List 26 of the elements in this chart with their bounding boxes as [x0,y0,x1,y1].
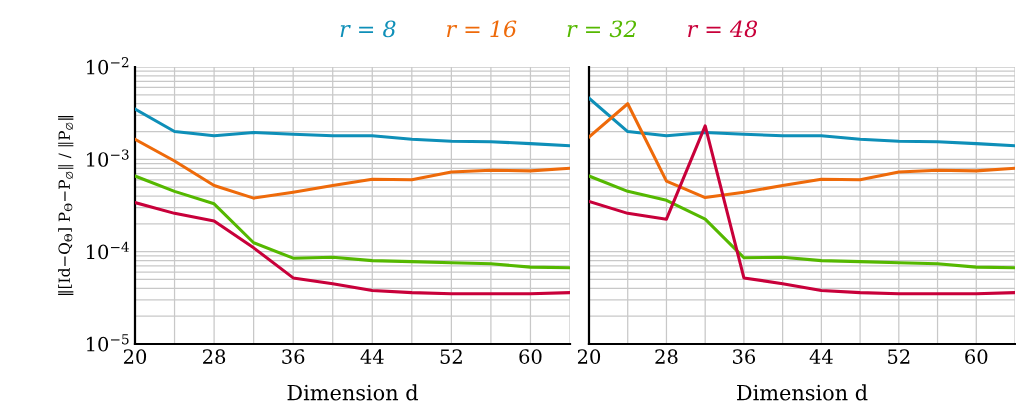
x-tick-label: 60 [965,349,988,364]
line-series [135,107,570,148]
line-series [135,201,570,296]
x-axis-title: Dimension d [287,384,418,401]
text: r = 48 [688,20,758,38]
x-tick-label: 36 [282,349,305,364]
x-tick-label: 60 [519,349,542,364]
text: r = 8 [340,20,396,38]
text: r = 32 [567,20,637,38]
x-tick-label: 52 [440,349,462,364]
x-tick-label: 44 [360,349,384,364]
x-tick-label: 52 [888,349,910,364]
text: ‖[Id−Q$_{Θ}$] P$_{Θ}$−P$_{∅}$‖ / ‖P$_{∅}$‖ [58,116,74,296]
line-series [135,174,570,270]
x-axis-title: Dimension d [737,384,868,401]
x-tick-label: 36 [733,349,756,364]
y-tick-label: 10$^{−4}$ [87,241,129,260]
x-tick-label: 28 [655,349,678,364]
line-series [135,137,570,200]
text: r = 16 [447,20,517,38]
x-tick-label: 20 [123,349,147,364]
x-tick-label: 28 [203,349,226,364]
x-tick-label: 20 [577,349,601,364]
y-tick-label: 10$^{−3}$ [87,149,129,167]
y-tick-label: 10$^{−2}$ [87,57,129,75]
x-tick-label: 44 [809,349,833,364]
